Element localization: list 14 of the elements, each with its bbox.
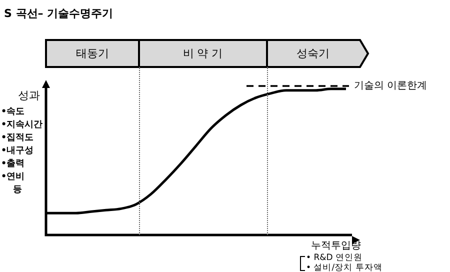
text: •연비 [1, 171, 26, 184]
x-axis-title: 누적투입량 [311, 240, 361, 252]
chevron-label: 성숙기 [266, 40, 368, 67]
ref-line-label: 기술의 이론한계 [354, 80, 428, 92]
text: • 설비/장치 투자액 [306, 262, 382, 272]
text: •지속시간 [1, 119, 43, 132]
y-axis-title: 성과 [18, 88, 40, 102]
text: •집적도 [1, 132, 35, 145]
text: • R&D 연인원 [306, 253, 364, 264]
chart-title: S 곡선– 기술수명주기 [4, 6, 114, 21]
text: •출력 [1, 158, 26, 171]
text: 등 [12, 184, 23, 197]
text: •속도 [1, 106, 26, 119]
text: •내구성 [1, 145, 35, 158]
